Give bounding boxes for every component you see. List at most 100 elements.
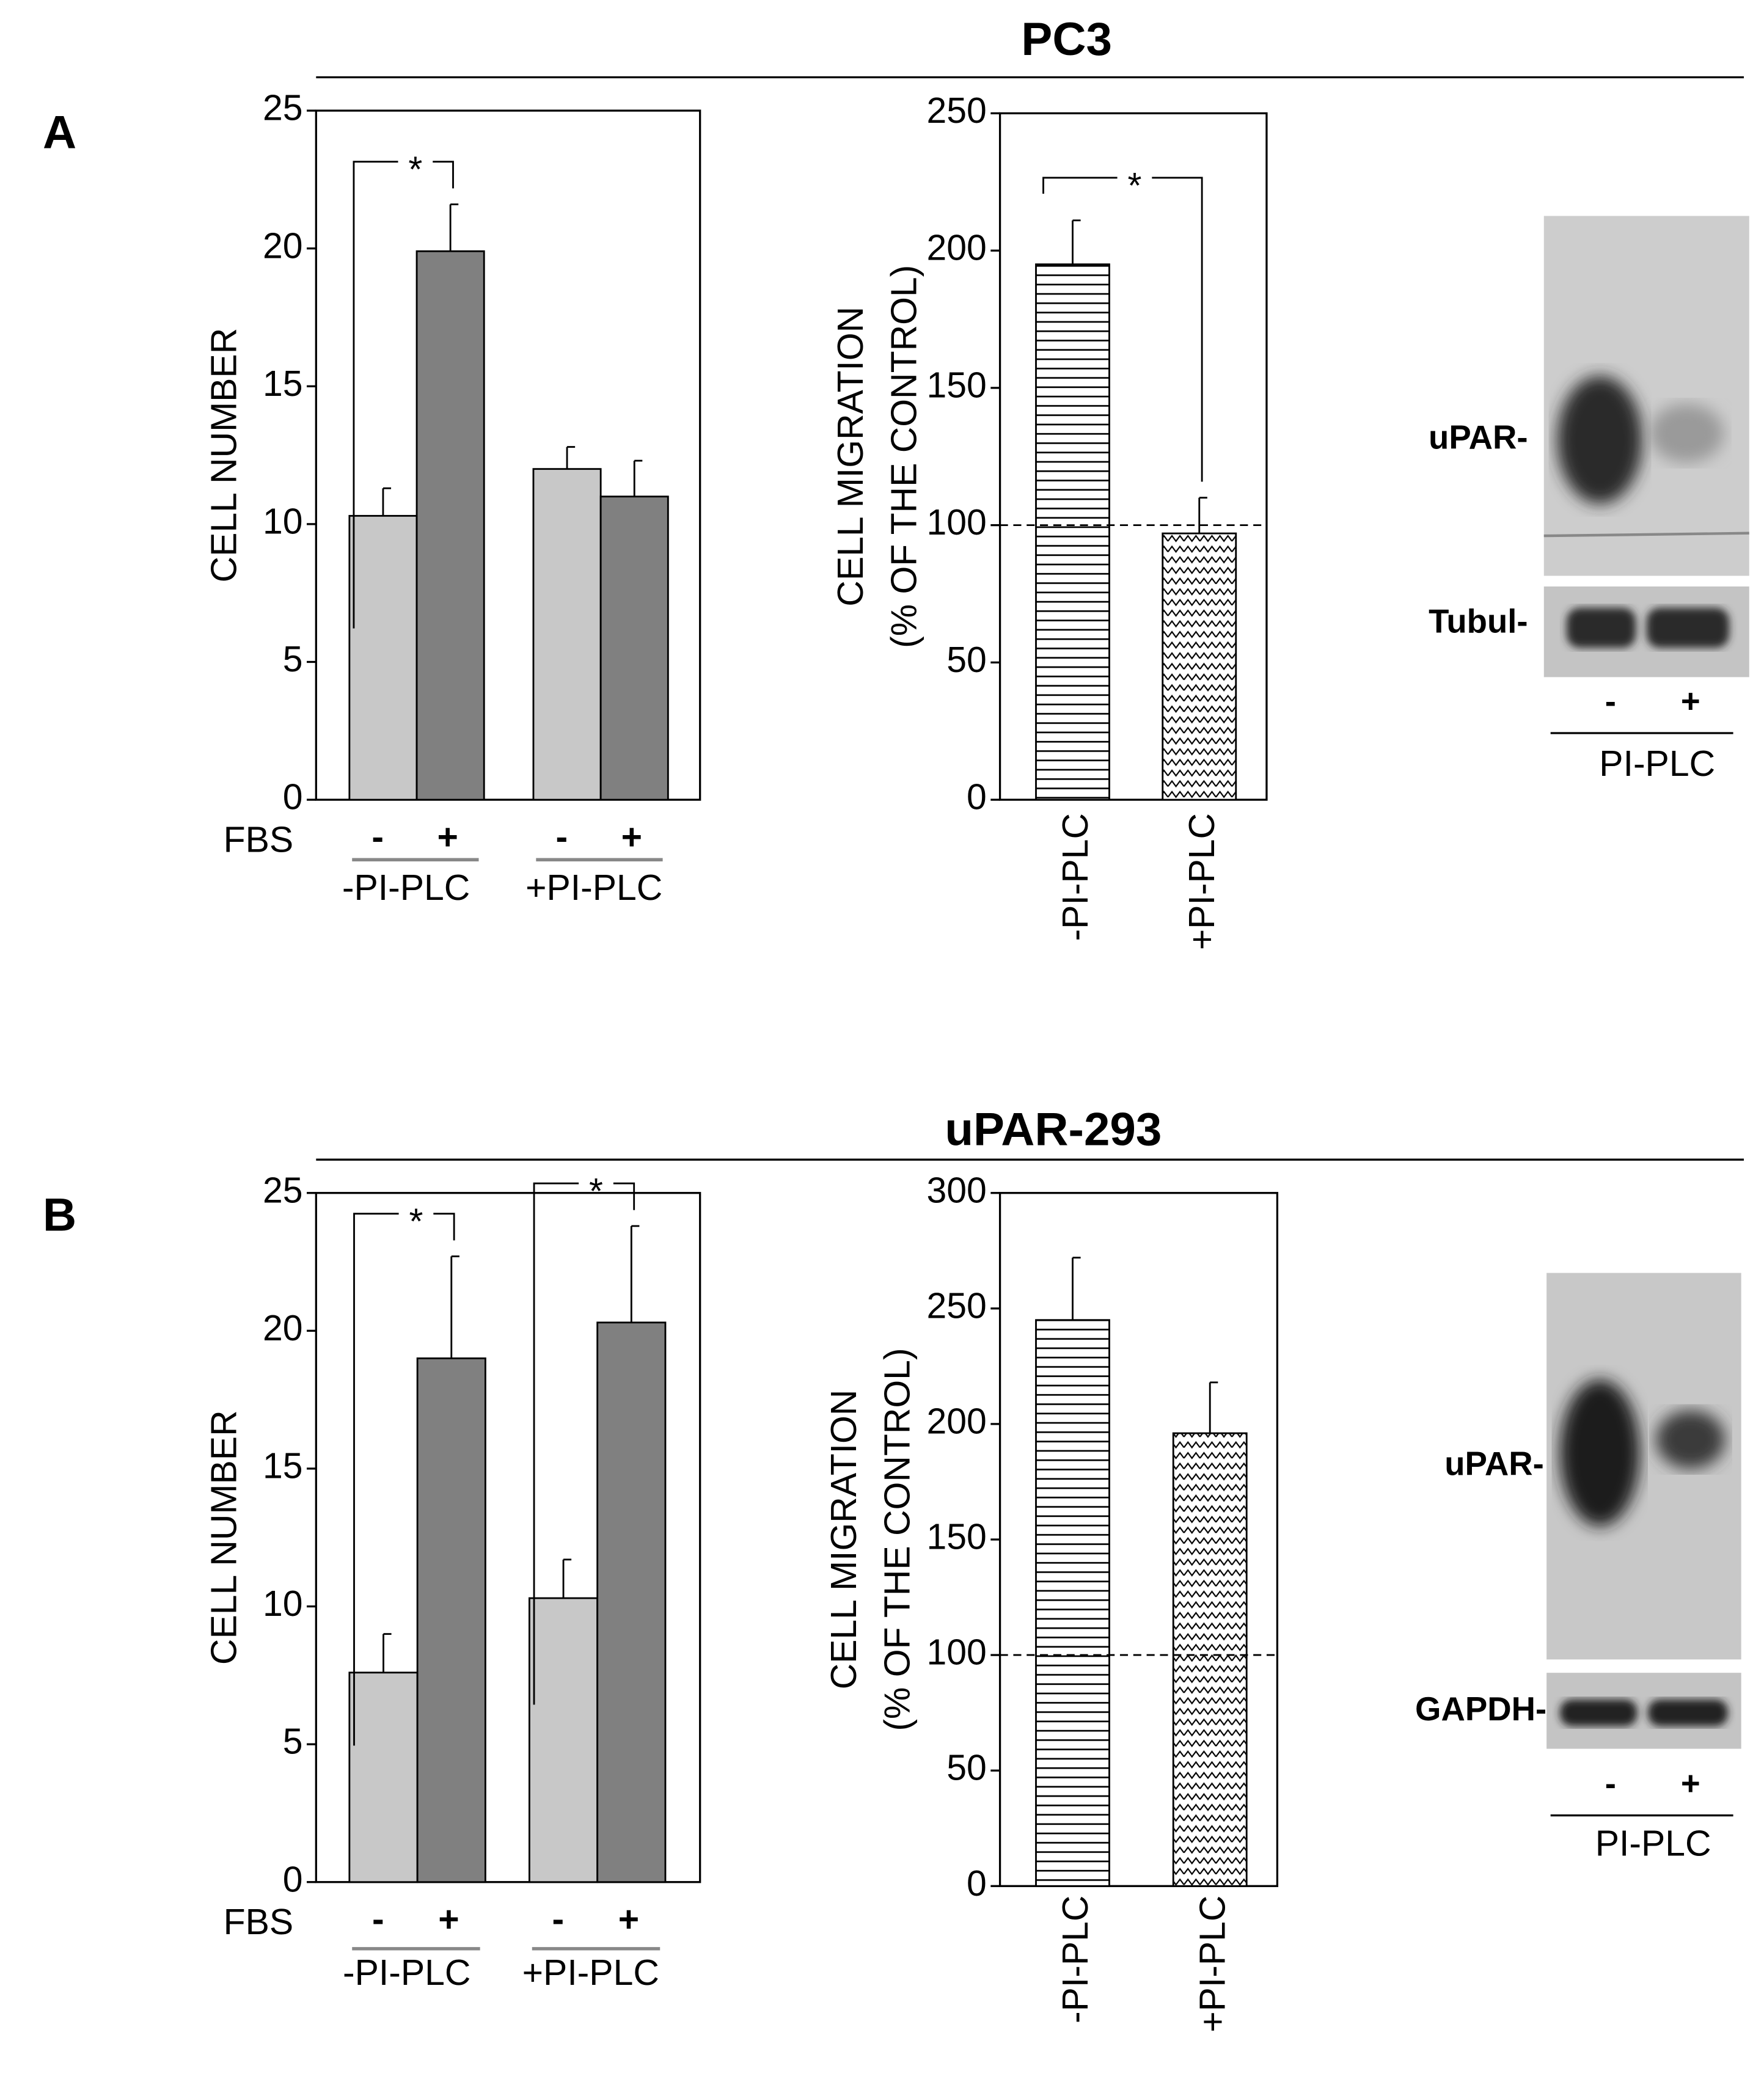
bar [1162,532,1237,801]
x-tick-label: -PI-PLC [342,868,470,908]
panel-letter: A [43,107,76,159]
blot-band [1559,1379,1640,1527]
legend-label: + [437,817,458,857]
error-bar [1209,1381,1218,1434]
panel-title: PC3 [1021,13,1112,65]
significance-bracket [533,1182,635,1705]
error-bar [1198,497,1207,534]
x-tick-label: -PI-PLC [1056,1896,1096,2023]
error-bar [450,1255,459,1359]
blot-band [1656,1410,1726,1469]
y-tick-label: 10 [263,502,303,541]
legend-label: - [552,1900,565,1940]
bar [528,1597,599,1883]
plot-frame [998,112,1268,801]
error-bar [633,459,643,497]
y-tick-label: 50 [946,640,987,680]
y-tick-label: 5 [283,640,303,679]
y-tick-label: 200 [927,1401,987,1441]
y-axis-label: CELL NUMBER [205,1410,244,1665]
x-axis-label: FBS [224,1902,294,1942]
y-tick-label: 300 [927,1171,987,1210]
x-tick-label: +PI-PLC [522,1953,659,1993]
y-axis-label: (% OF THE CONTROL) [878,1348,918,1731]
y-tick-label: 0 [283,778,303,817]
significance-label: * [589,1172,603,1211]
bar [348,514,418,801]
panel-letter: B [43,1189,76,1241]
significance-bracket [1042,177,1203,482]
band-label: GAPDH- [1415,1690,1546,1728]
bar [348,1671,419,1883]
y-axis-label: CELL NUMBER [205,328,244,583]
band-label: uPAR- [1429,418,1528,456]
legend-label: - [371,817,384,857]
error-bar [562,1558,572,1598]
y-axis-label: CELL MIGRATION [831,307,871,607]
blot-band [1557,376,1643,504]
blot-band [1647,1699,1728,1726]
blot-band [1649,404,1724,463]
error-bar [566,446,576,469]
blot-artifact [1543,531,1749,538]
y-tick-label: 200 [927,228,987,268]
significance-label: * [1127,166,1141,206]
bar [415,250,485,801]
legend-label: + [438,1900,459,1940]
y-tick-label: 25 [263,1171,303,1210]
y-tick-label: 25 [263,89,303,128]
legend-label: + [618,1900,639,1940]
bar [1035,1319,1110,1887]
x-axis-label: FBS [224,820,294,860]
error-bar [449,203,459,252]
panel-title: uPAR-293 [945,1104,1162,1156]
bar [1172,1432,1248,1887]
error-bar [1072,1257,1081,1320]
treatment-label: PI-PLC [1595,1824,1711,1863]
treatment-label: PI-PLC [1599,744,1715,784]
lane-label: + [1681,1765,1700,1802]
y-tick-label: 20 [263,226,303,266]
y-tick-label: 20 [263,1309,303,1348]
lane-label: - [1605,1765,1616,1802]
significance-label: * [408,150,422,190]
y-tick-label: 150 [927,1518,987,1557]
bar [532,468,602,801]
error-bar [382,1633,392,1673]
bar [596,1321,667,1883]
plot-frame [315,109,701,801]
x-tick-label: +PI-PLC [1182,813,1222,950]
significance-bracket [353,1213,455,1746]
legend-label: - [556,817,568,857]
bar [416,1357,486,1883]
y-tick-label: 50 [946,1748,987,1788]
legend-label: + [621,817,642,857]
significance-label: * [409,1202,423,1242]
y-tick-label: 15 [263,364,303,404]
error-bar [630,1225,640,1323]
lane-label: - [1605,682,1616,720]
y-tick-label: 0 [967,778,987,817]
bar [1035,263,1110,801]
y-axis-label: CELL MIGRATION [824,1390,864,1690]
bar [599,495,669,801]
lane-label: + [1681,682,1700,720]
blot-band [1646,607,1730,648]
blot-band [1566,607,1636,648]
y-tick-label: 150 [927,365,987,405]
y-tick-label: 0 [283,1860,303,1899]
y-tick-label: 0 [967,1864,987,1904]
y-tick-label: 100 [927,1633,987,1673]
western-blot: uPAR- GAPDH- - + PI-PLC [1415,1273,1741,1863]
y-tick-label: 250 [927,91,987,131]
significance-bracket [353,161,454,629]
y-tick-label: 10 [263,1584,303,1624]
y-tick-label: 250 [927,1286,987,1326]
x-tick-label: +PI-PLC [1193,1896,1233,2033]
y-axis-label: (% OF THE CONTROL) [884,265,924,648]
error-bar [1072,219,1081,265]
y-tick-label: 100 [927,503,987,542]
band-label: Tubul- [1429,602,1528,640]
legend-label: - [372,1900,384,1940]
x-tick-label: -PI-PLC [343,1953,470,1993]
